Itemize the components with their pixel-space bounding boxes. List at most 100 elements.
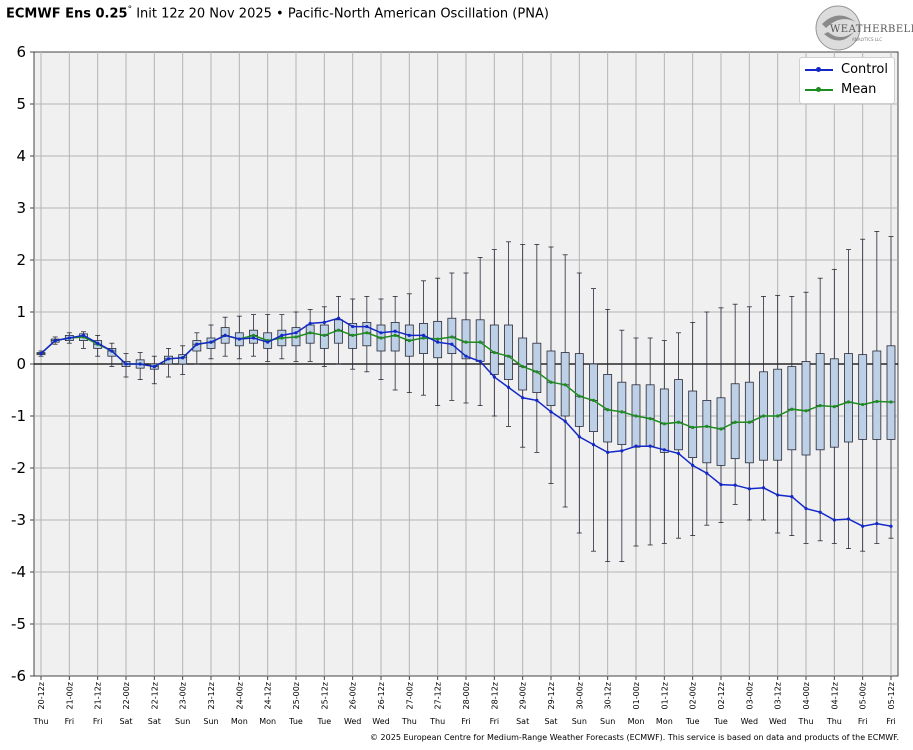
series-point-mean: [492, 350, 496, 355]
x-tick-label: 25-00z: [292, 682, 301, 709]
x-day-label: Mon: [231, 717, 248, 726]
box-iqr: [844, 353, 853, 443]
weatherbell-logo: WEATHERBELL ANALYTICS LLC: [812, 4, 913, 54]
x-day-label: Sun: [600, 717, 615, 726]
x-axis-ticks: 20-12z Thu 21-00z Fri 21-12z Fri 22-00z Sat 22-1…: [32, 676, 896, 726]
title-rest: Init 12z 20 Nov 2025 • Pacific-North Ame…: [132, 6, 549, 22]
box-iqr: [858, 354, 868, 440]
series-point-control: [818, 510, 822, 514]
box-iqr: [532, 342, 542, 394]
series-point-control: [407, 333, 411, 337]
series-point-mean: [761, 414, 766, 418]
x-day-label: Thu: [797, 717, 813, 726]
series-point-control: [776, 493, 780, 497]
x-day-label: Wed: [372, 717, 389, 726]
series-point-mean: [662, 422, 666, 426]
series-point-control: [478, 359, 482, 363]
box-iqr: [872, 350, 882, 440]
series-point-mean: [832, 405, 836, 409]
series-point-mean: [251, 333, 256, 337]
series-point-mean: [379, 336, 383, 340]
series-point-control: [110, 349, 114, 353]
series-point-control: [379, 331, 383, 335]
x-tick-label: 28-00z: [462, 682, 471, 709]
series-point-control: [719, 483, 723, 487]
series-point-mean: [351, 333, 355, 337]
series-point-control: [535, 398, 539, 402]
series-point-mean: [407, 339, 411, 343]
series-point-mean: [294, 335, 298, 339]
series-point-control: [251, 336, 256, 340]
x-tick-label: 24-00z: [235, 682, 244, 709]
x-tick-label: 30-00z: [575, 682, 584, 709]
series-point-mean: [535, 370, 539, 374]
y-tick-label: -6: [11, 667, 26, 685]
series-point-control: [733, 483, 737, 487]
series-point-control: [549, 410, 553, 414]
legend-control-marker: [816, 67, 821, 72]
x-day-label: Mon: [628, 717, 645, 726]
series-point-mean: [889, 400, 893, 404]
series-point-control: [804, 506, 808, 511]
x-day-label: Thu: [32, 717, 48, 726]
x-tick-label: 02-00z: [689, 682, 698, 709]
series-point-control: [53, 339, 57, 343]
series-point-control: [266, 340, 270, 344]
box-iqr: [688, 390, 698, 459]
x-day-label: Fri: [858, 717, 868, 726]
x-tick-label: 22-00z: [122, 682, 131, 709]
degree-mark: °: [127, 5, 133, 15]
series-point-control: [67, 336, 71, 340]
x-tick-label: 20-12z: [37, 682, 46, 709]
series-point-control: [875, 522, 879, 526]
series-point-control: [195, 342, 199, 346]
series-point-control: [336, 316, 341, 320]
model-name: ECMWF Ens 0.25: [6, 6, 128, 22]
box-iqr: [659, 388, 669, 453]
logo-subtext: ANALYTICS LLC: [852, 37, 883, 42]
series-point-mean: [521, 365, 525, 369]
series-point-control: [591, 443, 596, 447]
series-point-control: [81, 333, 86, 337]
series-point-control: [209, 340, 213, 344]
box-iqr: [504, 324, 513, 380]
x-day-label: Sun: [203, 717, 218, 726]
series-point-mean: [818, 404, 822, 408]
x-tick-label: 23-00z: [179, 682, 188, 709]
y-tick-label: -2: [11, 459, 26, 477]
x-tick-label: 29-12z: [547, 682, 556, 709]
chart-title: ECMWF Ens 0.25° Init 12z 20 Nov 2025 • P…: [6, 5, 549, 21]
copyright-footer: © 2025 European Centre for Medium-Range …: [370, 733, 899, 742]
x-day-label: Thu: [429, 717, 445, 726]
x-tick-label: 24-12z: [264, 682, 273, 709]
series-point-control: [351, 324, 355, 329]
series-point-control: [620, 449, 624, 453]
series-point-mean: [478, 340, 482, 344]
y-tick-label: 5: [16, 95, 26, 113]
series-point-mean: [719, 427, 723, 431]
series-point-mean: [464, 340, 468, 344]
x-tick-label: 29-00z: [519, 682, 528, 709]
x-day-label: Fri: [65, 717, 75, 726]
x-day-label: Sun: [175, 717, 190, 726]
series-point-mean: [365, 331, 369, 335]
x-tick-label: 02-12z: [717, 682, 726, 709]
legend: Control Mean: [799, 57, 895, 104]
series-point-control: [450, 342, 454, 346]
x-day-label: Mon: [656, 717, 673, 726]
x-day-label: Fri: [490, 717, 500, 726]
series-point-mean: [705, 424, 709, 428]
x-day-label: Tue: [288, 717, 303, 726]
x-day-label: Thu: [826, 717, 842, 726]
series-point-mean: [577, 394, 581, 398]
series-point-mean: [776, 414, 780, 418]
series-point-mean: [308, 331, 312, 335]
series-point-mean: [549, 380, 553, 384]
box-iqr: [886, 345, 896, 440]
series-point-control: [577, 435, 581, 439]
series-point-control: [365, 324, 369, 329]
series-point-mean: [563, 383, 567, 387]
box-iqr: [589, 363, 598, 432]
x-day-label: Fri: [886, 717, 896, 726]
